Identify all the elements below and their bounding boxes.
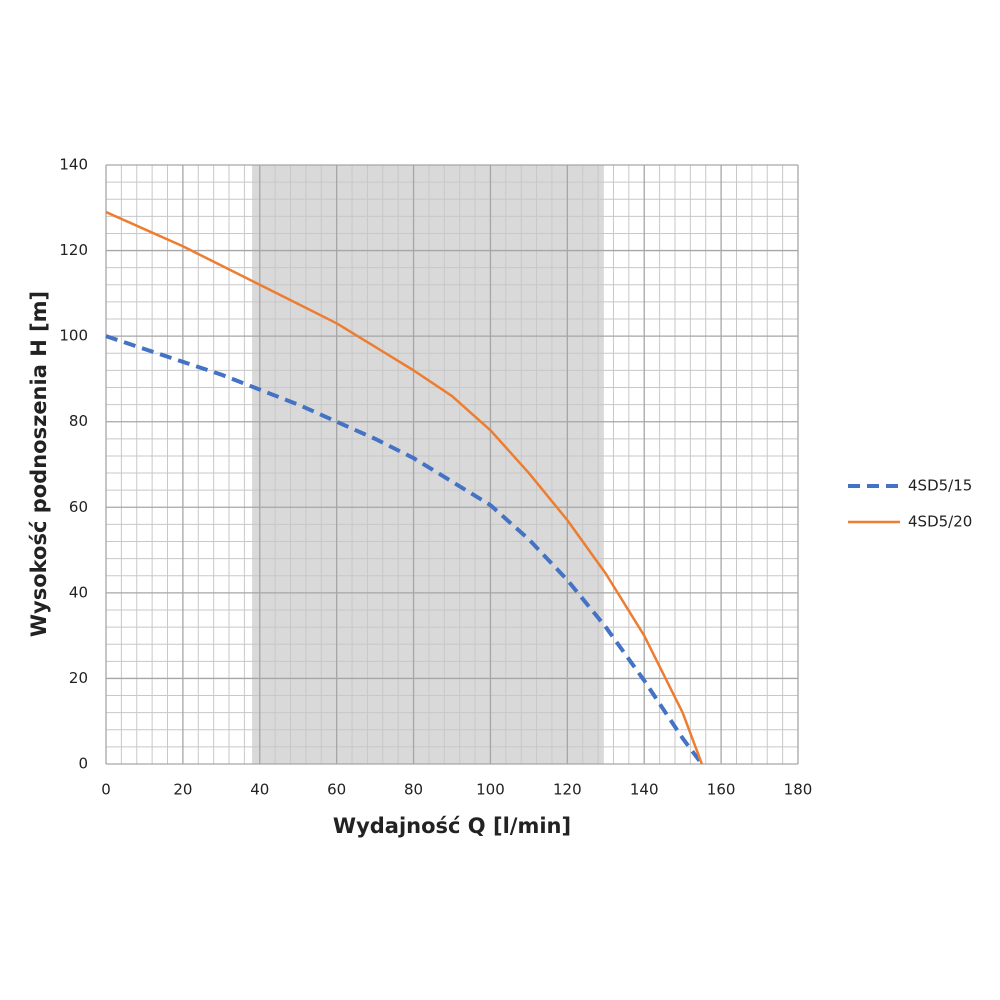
x-tick-label: 20 [173,781,192,799]
y-tick-label: 100 [59,327,88,345]
y-tick-label: 120 [59,241,88,259]
legend-label: 4SD5/20 [908,513,972,531]
series-line [105,210,704,765]
x-axis-title: Wydajność Q [l/min] [333,814,571,838]
x-tick-label: 40 [250,781,269,799]
x-tick-label: 180 [784,781,813,799]
legend-label: 4SD5/15 [908,477,972,495]
shaded-range [252,165,604,764]
y-axis-title: Wysokość podnoszenia H [m] [27,291,51,637]
x-tick-label: 80 [404,781,423,799]
x-tick-label: 0 [101,781,111,799]
x-tick-label: 160 [707,781,736,799]
series-line [105,334,704,766]
y-tick-label: 80 [69,412,88,430]
y-tick-label: 60 [69,498,88,516]
x-tick-label: 140 [630,781,659,799]
y-tick-label: 0 [78,755,88,773]
x-tick-label: 120 [553,781,582,799]
y-tick-label: 40 [69,583,88,601]
y-tick-label: 140 [59,156,88,174]
x-tick-label: 60 [327,781,346,799]
x-tick-label: 100 [476,781,505,799]
y-tick-label: 20 [69,669,88,687]
